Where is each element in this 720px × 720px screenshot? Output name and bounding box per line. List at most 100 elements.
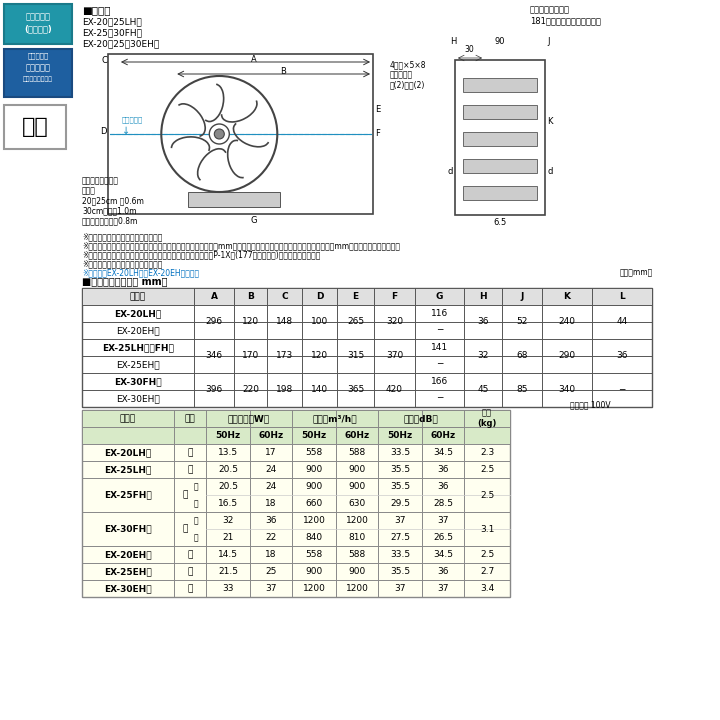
Text: EX-20LH。: EX-20LH。 xyxy=(104,448,152,457)
Text: 排: 排 xyxy=(187,567,193,576)
Text: 4ヶ所×5×8: 4ヶ所×5×8 xyxy=(390,60,426,69)
Text: C: C xyxy=(101,56,107,65)
Text: 37: 37 xyxy=(395,584,406,593)
Text: ※内部コンセントを設ける場合は別売のコンセント取付金具、P-1X。(177ページ参照)をご使用ください。: ※内部コンセントを設ける場合は別売のコンセント取付金具、P-1X。(177ページ… xyxy=(82,250,320,259)
Text: 風量（m³/h）: 風量（m³/h） xyxy=(312,414,357,423)
Circle shape xyxy=(215,129,225,139)
Text: 36: 36 xyxy=(437,482,449,491)
Text: 558: 558 xyxy=(305,448,323,457)
Text: ─: ─ xyxy=(619,385,625,395)
Text: EX-30FH。: EX-30FH。 xyxy=(104,524,152,534)
Text: EX-20・25LH。: EX-20・25LH。 xyxy=(82,17,142,26)
Text: 320: 320 xyxy=(386,318,403,326)
Text: 形　名: 形 名 xyxy=(130,292,146,301)
Text: 220: 220 xyxy=(242,385,259,395)
Text: 120: 120 xyxy=(311,351,328,361)
Text: 平形ビニルコード: 平形ビニルコード xyxy=(82,176,119,185)
Text: 900: 900 xyxy=(305,567,323,576)
Text: 21: 21 xyxy=(222,533,234,542)
Text: 36: 36 xyxy=(477,318,489,326)
Text: 29.5: 29.5 xyxy=(390,499,410,508)
Text: 60Hz: 60Hz xyxy=(431,431,456,440)
Text: 20.5: 20.5 xyxy=(218,482,238,491)
Text: D: D xyxy=(316,292,323,301)
Text: D: D xyxy=(101,127,107,135)
Text: 20.5: 20.5 xyxy=(218,465,238,474)
Bar xyxy=(4,49,72,97)
Text: 148: 148 xyxy=(276,318,293,326)
Text: A: A xyxy=(251,55,256,64)
Text: J: J xyxy=(547,37,549,46)
Text: 35.5: 35.5 xyxy=(390,465,410,474)
Text: 21.5: 21.5 xyxy=(218,567,238,576)
Text: EX-25FH。: EX-25FH。 xyxy=(104,490,152,500)
Text: EX-30FH。: EX-30FH。 xyxy=(114,377,162,386)
Text: 37: 37 xyxy=(437,584,449,593)
Text: 電源電圧 100V: 電源電圧 100V xyxy=(570,400,611,409)
Bar xyxy=(463,78,537,92)
Text: 強: 強 xyxy=(194,516,198,525)
Text: EX-25LH。: EX-25LH。 xyxy=(104,465,152,474)
Text: EX-30EH。: EX-30EH。 xyxy=(116,394,160,403)
Text: エクストラ: エクストラ xyxy=(25,63,50,72)
Bar xyxy=(82,410,510,597)
Text: 198: 198 xyxy=(276,385,293,395)
Text: 弱: 弱 xyxy=(194,499,198,508)
Text: 558: 558 xyxy=(305,550,323,559)
Text: 588: 588 xyxy=(348,550,366,559)
Text: 羽根中心線: 羽根中心線 xyxy=(122,116,143,122)
Text: ※引きひもの位置は変更できません。: ※引きひもの位置は変更できません。 xyxy=(82,259,163,268)
Text: 電源コード: 電源コード xyxy=(25,12,50,21)
Text: 290: 290 xyxy=(559,351,575,361)
Text: EX-25EH。: EX-25EH。 xyxy=(104,567,152,576)
Text: 26.5: 26.5 xyxy=(433,533,453,542)
Text: G: G xyxy=(251,216,257,225)
Text: 6.5: 6.5 xyxy=(493,218,507,227)
Text: 窓付用長穴: 窓付用長穴 xyxy=(390,70,413,79)
Bar xyxy=(82,410,510,444)
Text: 265: 265 xyxy=(347,318,364,326)
Circle shape xyxy=(210,124,229,144)
Text: 34.5: 34.5 xyxy=(433,448,453,457)
Text: ※防火ダンパー付ウェザーカバーを併用する場合は、壁厉を９０mm以上確保してください。ただし、鉰板製は１１５mm以上確保してください。: ※防火ダンパー付ウェザーカバーを併用する場合は、壁厉を９０mm以上確保してくださ… xyxy=(82,241,400,250)
Text: 33.5: 33.5 xyxy=(390,448,410,457)
Text: 365: 365 xyxy=(347,385,364,395)
Text: 3.4: 3.4 xyxy=(480,584,494,593)
Text: 630: 630 xyxy=(348,499,366,508)
Text: 排: 排 xyxy=(187,584,193,593)
Text: H: H xyxy=(450,37,456,46)
Text: 170: 170 xyxy=(242,351,259,361)
Bar xyxy=(463,186,537,200)
Text: d: d xyxy=(547,167,552,176)
Text: EX-30EH。: EX-30EH。 xyxy=(104,584,152,593)
Text: 50Hz: 50Hz xyxy=(215,431,240,440)
Text: 30cm　　約1.0m: 30cm 約1.0m xyxy=(82,206,137,215)
Text: 810: 810 xyxy=(348,533,366,542)
Text: ─: ─ xyxy=(437,360,442,369)
Text: 1200: 1200 xyxy=(346,516,369,525)
Bar xyxy=(4,105,66,149)
Text: 形　名: 形 名 xyxy=(120,414,136,423)
Text: EX-25EH。: EX-25EH。 xyxy=(116,360,160,369)
Bar xyxy=(108,54,373,214)
Text: F: F xyxy=(392,292,397,301)
Text: 28.5: 28.5 xyxy=(433,499,453,508)
Text: G: G xyxy=(436,292,444,301)
Text: 消費電力（W）: 消費電力（W） xyxy=(228,414,270,423)
Text: L: L xyxy=(619,292,625,301)
Bar xyxy=(82,288,652,407)
Text: 2.3: 2.3 xyxy=(480,448,494,457)
Text: 396: 396 xyxy=(205,385,222,395)
Text: 346: 346 xyxy=(205,351,222,361)
Text: EX-20・25・30EH。: EX-20・25・30EH。 xyxy=(82,39,159,48)
Text: 14.5: 14.5 xyxy=(218,550,238,559)
Bar xyxy=(78,4,716,226)
Text: 45: 45 xyxy=(477,385,489,395)
Text: ↓: ↓ xyxy=(122,126,130,136)
Text: 1200: 1200 xyxy=(346,584,369,593)
Text: 60Hz: 60Hz xyxy=(344,431,369,440)
Text: 140: 140 xyxy=(311,385,328,395)
Bar xyxy=(455,60,545,215)
Text: C: C xyxy=(282,292,288,301)
Text: 900: 900 xyxy=(305,465,323,474)
